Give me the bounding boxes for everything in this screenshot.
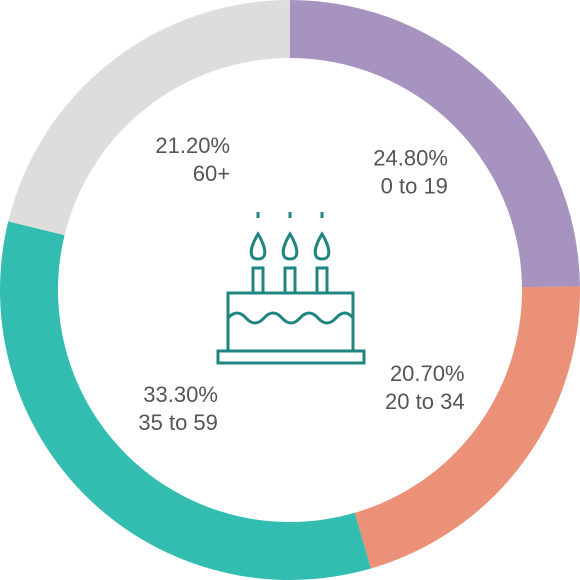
category-label: 60+ <box>193 161 230 186</box>
pie-slice <box>8 0 290 236</box>
category-label: 20 to 34 <box>385 389 465 414</box>
category-label: 35 to 59 <box>138 410 218 435</box>
value-label: 20.70% <box>390 361 465 386</box>
pie-slice <box>354 286 580 569</box>
category-label: 0 to 19 <box>381 173 448 198</box>
value-label: 33.30% <box>143 382 218 407</box>
pie-slice <box>290 0 580 288</box>
pie-slice <box>0 221 371 580</box>
value-label: 21.20% <box>155 133 230 158</box>
cake-icon <box>216 212 366 365</box>
value-label: 24.80% <box>373 145 448 170</box>
